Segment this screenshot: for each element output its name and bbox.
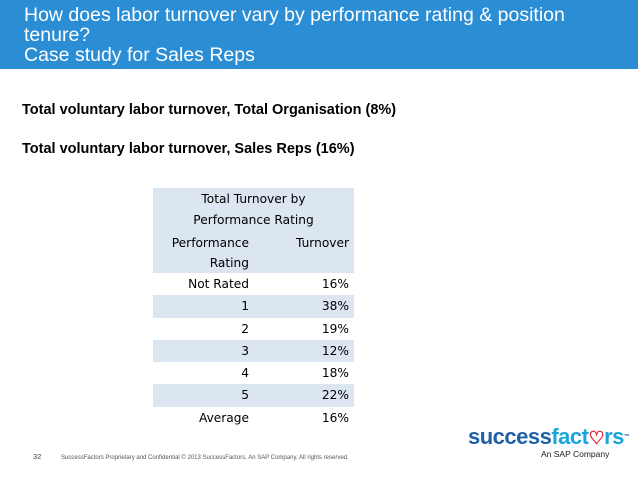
logo-wordmark: successfact♡rs™ — [468, 424, 630, 449]
turnover-cell: 18% — [321, 366, 349, 381]
column-header-rating: Performance Rating — [153, 233, 253, 273]
turnover-cell: 16% — [321, 410, 349, 425]
org-turnover-statement: Total voluntary labor turnover, Total Or… — [22, 102, 396, 118]
footer: 32 SuccessFactors Proprietary and Confid… — [33, 452, 349, 461]
logo-text-fact: fact — [551, 424, 589, 449]
rating-cell: 2 — [241, 321, 249, 336]
heart-icon: ♡ — [588, 428, 605, 448]
rating-cell: Not Rated — [188, 277, 249, 291]
turnover-table: Total Turnover by Performance Rating Per… — [153, 188, 354, 430]
rating-cell: 1 — [241, 299, 249, 314]
table-row: Average 16% — [153, 406, 354, 430]
table-row: Not Rated 16% — [153, 273, 354, 296]
table-row: 1 38% — [153, 295, 354, 318]
column-header-turnover: Turnover — [295, 236, 349, 250]
rating-cell: 3 — [241, 343, 249, 358]
table-column-headers: Performance Rating Turnover — [153, 233, 354, 273]
column-header-rating-line-2: Rating — [209, 256, 249, 270]
turnover-cell: 22% — [321, 388, 349, 403]
table-heading-line-2: Performance Rating — [193, 213, 314, 227]
sales-turnover-statement: Total voluntary labor turnover, Sales Re… — [22, 141, 355, 157]
page-number: 32 — [33, 452, 42, 461]
logo-text-success: success — [468, 424, 552, 449]
footer-copyright: SuccessFactors Proprietary and Confident… — [61, 455, 349, 461]
turnover-cell: 16% — [321, 277, 349, 291]
rating-cell: 4 — [241, 366, 249, 381]
table-row: 2 19% — [153, 317, 354, 340]
rating-cell: 5 — [241, 388, 249, 403]
turnover-cell: 12% — [321, 343, 349, 358]
rating-cell: Average — [198, 410, 249, 425]
table-heading-line-1: Total Turnover by — [201, 192, 306, 206]
sales-turnover-value: (16%) — [315, 141, 355, 157]
table-row: 5 22% — [153, 384, 354, 407]
logo-subtitle: An SAP Company — [541, 449, 610, 459]
title-line-3: Case study for Sales Reps — [24, 44, 255, 66]
org-turnover-value: (8%) — [365, 102, 397, 118]
logo-text-rs: rs — [604, 424, 624, 449]
slide-title: How does labor turnover vary by performa… — [0, 0, 638, 69]
turnover-cell: 19% — [321, 321, 349, 336]
column-header-rating-line-1: Performance — [171, 236, 249, 250]
title-line-2: tenure? — [24, 24, 91, 46]
table-row: 4 18% — [153, 362, 354, 385]
turnover-cell: 38% — [321, 299, 349, 314]
table-heading: Total Turnover by Performance Rating — [153, 188, 354, 233]
trademark-mark: ™ — [623, 434, 630, 440]
title-line-1: How does labor turnover vary by performa… — [24, 4, 565, 26]
successfactors-logo: successfact♡rs™ An SAP Company — [468, 424, 630, 466]
org-turnover-label: Total voluntary labor turnover, Total Or… — [22, 102, 362, 118]
table-row: 3 12% — [153, 339, 354, 363]
sales-turnover-label: Total voluntary labor turnover, Sales Re… — [22, 141, 312, 157]
